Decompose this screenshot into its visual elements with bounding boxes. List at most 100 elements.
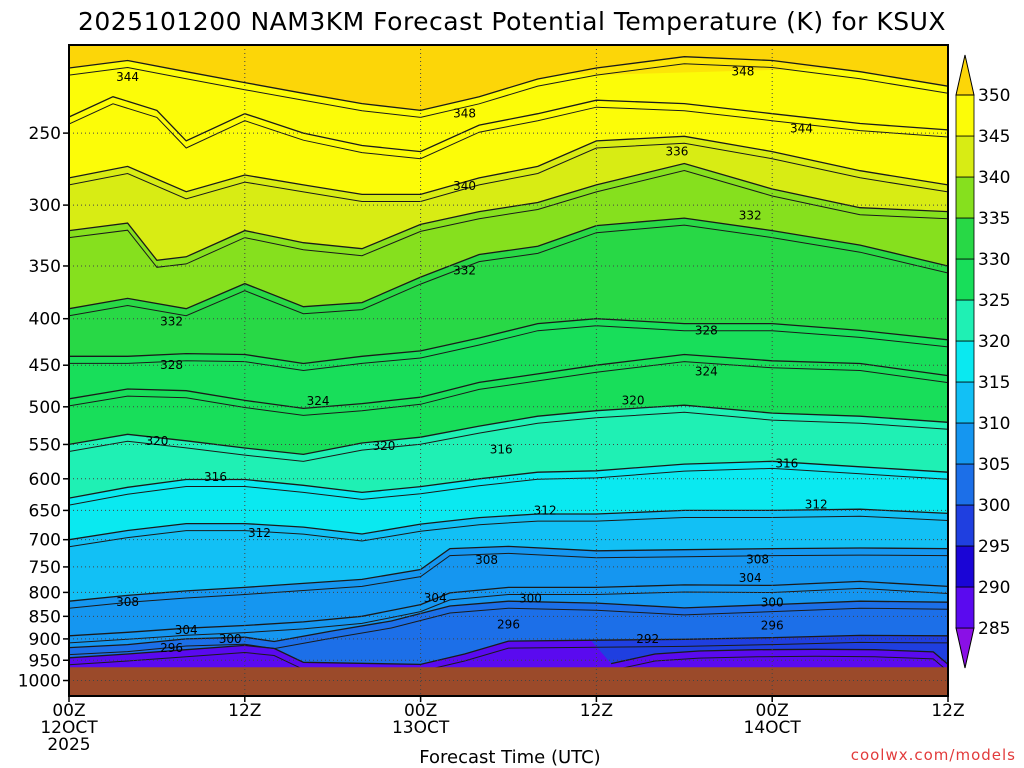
contour-label: 292	[636, 632, 659, 646]
contour-label: 332	[739, 208, 762, 222]
colorbar-swatch	[955, 586, 975, 629]
contour-label: 348	[731, 65, 754, 79]
y-tick-label: 550	[29, 435, 61, 455]
contour-324	[69, 353, 948, 410]
ground-fill	[69, 667, 948, 696]
y-tick-label: 500	[29, 398, 61, 418]
contour-292	[610, 648, 948, 665]
contour-label: 312	[534, 503, 557, 517]
site-credit[interactable]: coolwx.com/models	[851, 746, 1016, 764]
x-tick-label: 00Z	[404, 701, 437, 721]
y-tick-label: 900	[29, 630, 61, 650]
y-tick-label: 450	[29, 356, 61, 376]
colorbar-swatch	[955, 422, 975, 465]
contour-minor-332	[69, 224, 948, 317]
colorbar: 285 290 295 300 305 310 315 320 325 330 335 340 345 3…	[955, 54, 1010, 669]
contour-label: 296	[761, 619, 784, 633]
contour-label: 328	[695, 323, 718, 337]
colorbar-swatch	[955, 217, 975, 260]
contour-label: 316	[490, 442, 513, 456]
contour-minor-344	[69, 103, 948, 160]
y-tick-label: 700	[29, 531, 61, 551]
colorbar-swatch	[955, 176, 975, 219]
contour-label: 332	[453, 263, 476, 277]
x-tick-label: 00Z	[756, 701, 789, 721]
contour-minor-340	[69, 142, 948, 202]
colorbar-swatch	[955, 340, 975, 383]
y-tick-label: 800	[29, 583, 61, 603]
colorbar-swatch	[955, 135, 975, 178]
contour-label: 308	[746, 552, 769, 566]
contour-label: 316	[775, 456, 798, 470]
y-tick-label: 350	[29, 257, 61, 277]
x-tick-label: 12OCT	[40, 718, 98, 738]
contour-label: 344	[790, 121, 813, 135]
contour-label: 312	[248, 526, 271, 540]
contour-328	[69, 318, 948, 365]
contour-minor-348	[69, 63, 948, 118]
y-tick-label: 750	[29, 558, 61, 578]
x-tick-label: 00Z	[52, 701, 85, 721]
y-tick-label: 300	[29, 196, 61, 216]
y-tick-label: 400	[29, 310, 61, 330]
y-tick-label: 950	[29, 651, 61, 671]
colorbar-label: 330	[978, 250, 1010, 270]
contour-label: 300	[219, 632, 242, 646]
chart-title: 2025101200 NAM3KM Forecast Potential Tem…	[78, 7, 946, 36]
x-tick-label: 14OCT	[744, 718, 802, 738]
x-tick-label: 12Z	[931, 701, 964, 721]
contour-340	[69, 135, 948, 196]
x-tick-label: 12Z	[228, 701, 261, 721]
contour-label: 296	[160, 641, 183, 655]
contour-minor-320	[69, 411, 948, 462]
colorbar-label: 295	[978, 537, 1010, 557]
colorbar-label: 300	[978, 496, 1010, 516]
contour-label: 348	[453, 107, 476, 121]
fill-band-348	[69, 45, 948, 111]
contour-label: 300	[519, 591, 542, 605]
contour-label: 324	[307, 394, 330, 408]
contour-label: 320	[373, 439, 396, 453]
contour-minor-300	[69, 607, 948, 656]
x-tick-label: 12Z	[580, 701, 613, 721]
colorbar-label: 350	[978, 86, 1010, 106]
contour-label: 304	[175, 623, 198, 637]
contour-label: 312	[805, 497, 828, 511]
contour-label: 344	[116, 70, 139, 84]
fill-band-352	[69, 45, 948, 75]
colorbar-label: 285	[978, 619, 1010, 639]
colorbar-swatch	[955, 463, 975, 506]
contour-308	[69, 545, 948, 602]
contour-label: 316	[204, 470, 227, 484]
contour-label: 296	[497, 618, 520, 632]
contour-minor-328	[69, 325, 948, 372]
colorbar-label: 325	[978, 291, 1010, 311]
contour-minor-296	[69, 641, 948, 672]
contour-label: 332	[160, 315, 183, 329]
grid-lines	[68, 45, 949, 696]
contour-label: 300	[761, 596, 784, 610]
contour-minor-316	[69, 467, 948, 506]
isentrope-contours	[69, 56, 948, 672]
contour-label: 304	[424, 591, 447, 605]
y-tick-label: 600	[29, 470, 61, 490]
contour-label: 320	[145, 434, 168, 448]
contour-label: 320	[622, 393, 645, 407]
colorbar-swatch	[955, 545, 975, 588]
colorbar-label: 340	[978, 168, 1010, 188]
contour-304	[69, 580, 948, 637]
contour-label: 336	[666, 145, 689, 159]
colorbar-label: 305	[978, 455, 1010, 475]
contour-label: 340	[453, 179, 476, 193]
colorbar-label: 315	[978, 373, 1010, 393]
contour-344	[69, 96, 948, 153]
y-tick-label: 650	[29, 501, 61, 521]
colorbar-swatch	[955, 381, 975, 424]
colorbar-label: 345	[978, 127, 1010, 147]
contour-minor-336	[69, 169, 948, 268]
contour-minor-324	[69, 361, 948, 416]
contour-label: 328	[160, 358, 183, 372]
contour-348	[69, 56, 948, 112]
